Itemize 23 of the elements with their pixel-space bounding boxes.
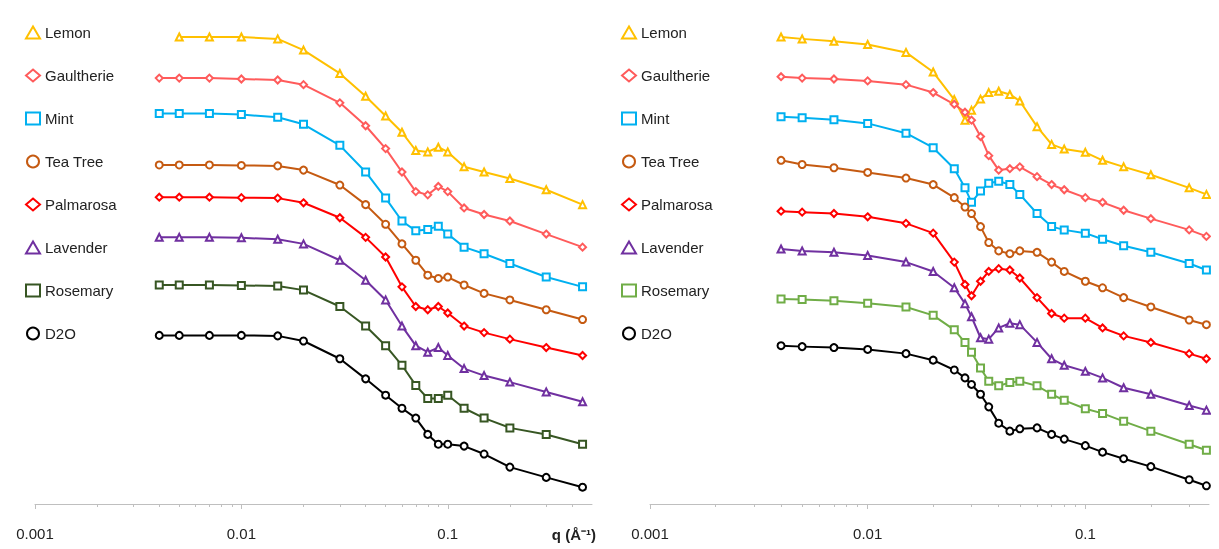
x-tick-label: 0.01 <box>226 525 256 542</box>
legend-label: D2O <box>641 325 672 342</box>
legend-label: Mint <box>641 110 671 127</box>
legend-label: Rosemary <box>641 282 710 299</box>
legend-label: Rosemary <box>45 282 114 299</box>
legend-label: Tea Tree <box>45 153 104 170</box>
legend-label: Tea Tree <box>641 153 700 170</box>
legend-label: Lavender <box>641 239 704 256</box>
x-tick-label: 0.001 <box>631 525 669 542</box>
x-tick-label: 0.001 <box>16 525 54 542</box>
x-tick-label: 0.01 <box>853 525 883 542</box>
x-tick-label: 0.1 <box>1074 525 1096 542</box>
legend-label: Lemon <box>45 24 91 41</box>
legend-label: D2O <box>45 325 76 342</box>
legend-label: Lemon <box>641 24 687 41</box>
legend-label: Gaultherie <box>641 67 711 84</box>
x-axis-title: q (Å⁻¹) <box>551 526 597 543</box>
legend-label: Palmarosa <box>45 196 118 213</box>
legend-label: Lavender <box>45 239 108 256</box>
legend-label: Gaultherie <box>45 67 115 84</box>
legend-label: Palmarosa <box>641 196 714 213</box>
legend-label: Mint <box>45 110 75 127</box>
x-tick-label: 0.1 <box>437 525 459 542</box>
